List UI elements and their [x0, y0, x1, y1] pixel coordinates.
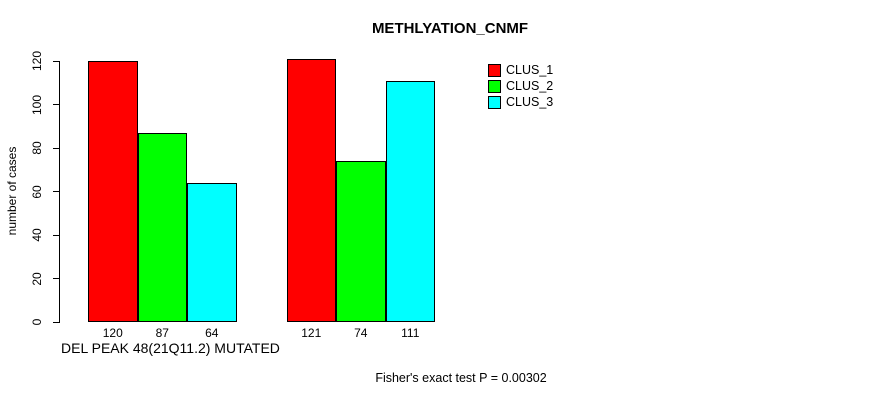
chart-title: METHLYATION_CNMF [371, 20, 529, 37]
y-axis-tick-label: 100 [30, 94, 44, 115]
y-axis-tick [53, 278, 59, 279]
y-axis-tick [53, 234, 59, 236]
bar-clus-1-group2 [286, 58, 336, 322]
y-axis-tick [53, 191, 59, 192]
y-axis-tick-label: 0 [30, 318, 44, 326]
legend-label: CLUS_2 [506, 79, 554, 93]
y-axis-tick [53, 321, 59, 323]
bar-clus-2-group1 [137, 132, 187, 322]
bar-value-label: 111 [401, 326, 420, 340]
y-axis-tick-label: 40 [30, 228, 44, 242]
legend-label: CLUS_1 [506, 63, 554, 77]
y-axis-tick [53, 147, 59, 149]
legend: CLUS_1 CLUS_2 CLUS_3 [488, 62, 553, 110]
y-axis-line [59, 61, 60, 323]
bar-clus-1-group1 [88, 61, 138, 322]
y-axis-tick-label: 80 [30, 141, 44, 155]
legend-label: CLUS_3 [506, 95, 554, 109]
legend-item-clus-1: CLUS_1 [488, 62, 553, 78]
y-axis-tick-label: 120 [30, 50, 44, 72]
y-axis-tick-label: 60 [30, 184, 44, 199]
legend-swatch-icon [488, 95, 501, 109]
y-axis-tick-label: 20 [30, 271, 44, 286]
bar-clus-3-group1 [187, 182, 237, 322]
legend-item-clus-3: CLUS_3 [488, 94, 553, 110]
legend-item-clus-2: CLUS_2 [488, 78, 553, 94]
bar-value-label: 64 [205, 326, 219, 340]
y-axis-tick [53, 60, 59, 62]
fisher-test-note: Fisher's exact test P = 0.00302 [375, 371, 547, 385]
bar-clus-3-group2 [385, 80, 435, 322]
x-axis-title: DEL PEAK 48(21Q11.2) MUTATED [61, 340, 280, 356]
bar-value-label: 121 [301, 326, 322, 340]
bar-clus-2-group2 [336, 161, 386, 322]
y-axis-title: number of cases [5, 146, 19, 236]
y-axis-tick [53, 104, 59, 105]
legend-swatch-icon [488, 79, 501, 93]
bar-value-label: 87 [155, 326, 169, 340]
bar-value-label: 120 [102, 326, 123, 340]
legend-swatch-icon [488, 63, 501, 77]
bar-value-label: 74 [354, 326, 368, 340]
